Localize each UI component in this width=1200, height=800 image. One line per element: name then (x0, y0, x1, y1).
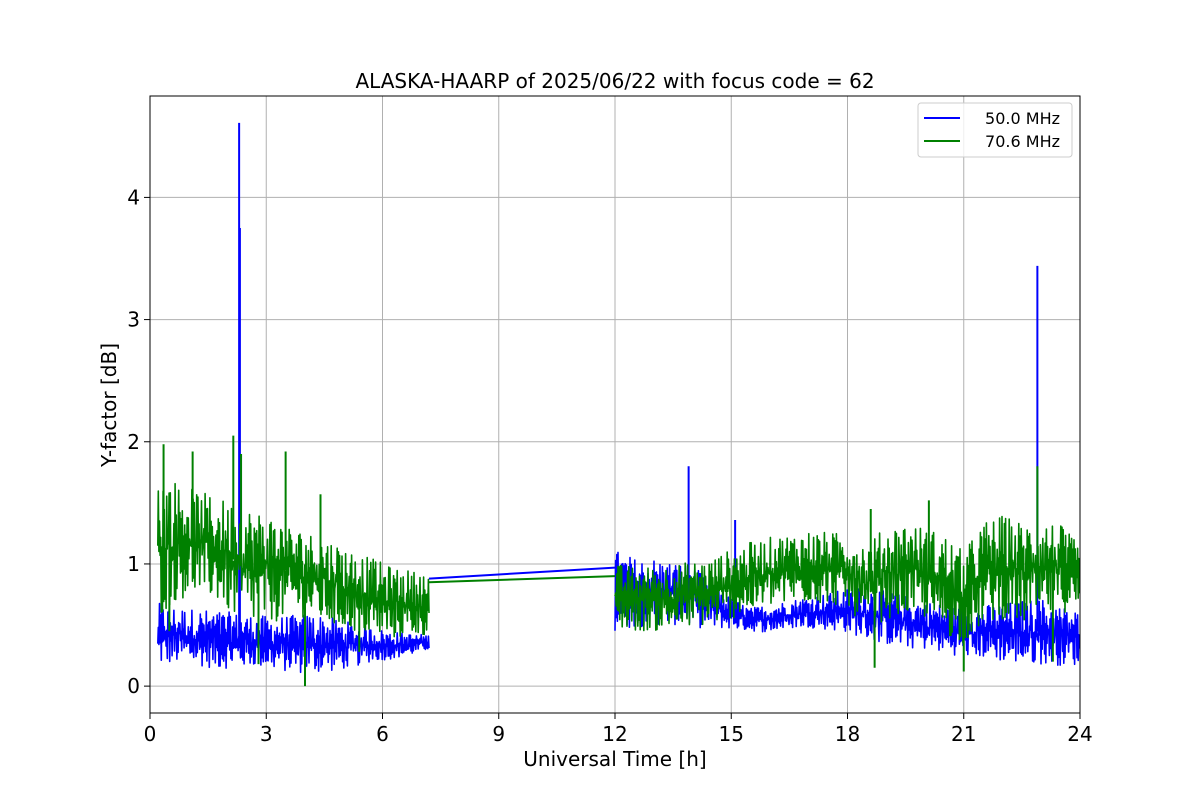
y-tick-label: 0 (127, 674, 140, 698)
x-tick-label: 3 (260, 722, 273, 746)
x-tick-label: 9 (492, 722, 505, 746)
legend-box (917, 102, 1073, 158)
y-tick-label: 4 (127, 185, 140, 209)
y-tick-label: 1 (127, 552, 140, 576)
series-2-segment-2 (614, 515, 1080, 644)
series-2-segment-1 (157, 482, 430, 638)
series-1-segment-1 (157, 602, 430, 674)
x-tick-label: 6 (376, 722, 389, 746)
series-1-gap-line (428, 566, 616, 580)
series-layer (157, 122, 1080, 687)
legend: 50.0 MHz 70.6 MHz (917, 102, 1073, 158)
x-tick-label: 15 (719, 722, 744, 746)
x-tick-label: 0 (144, 722, 157, 746)
x-tick-label: 21 (951, 722, 976, 746)
legend-label-2: 70.6 MHz (985, 132, 1060, 151)
series-2-gap-line (428, 575, 616, 584)
x-tick-label: 18 (835, 722, 860, 746)
chart-title: ALASKA-HAARP of 2025/06/22 with focus co… (355, 69, 874, 93)
series-2 (157, 435, 1080, 687)
y-axis-title: Y-factor [dB] (97, 343, 121, 468)
y-tick-label: 3 (127, 308, 140, 332)
y-tick-label: 2 (127, 430, 140, 454)
x-axis-title: Universal Time [h] (523, 747, 706, 771)
legend-label-1: 50.0 MHz (985, 109, 1060, 128)
x-tick-label: 12 (602, 722, 627, 746)
x-tick-label: 24 (1067, 722, 1092, 746)
